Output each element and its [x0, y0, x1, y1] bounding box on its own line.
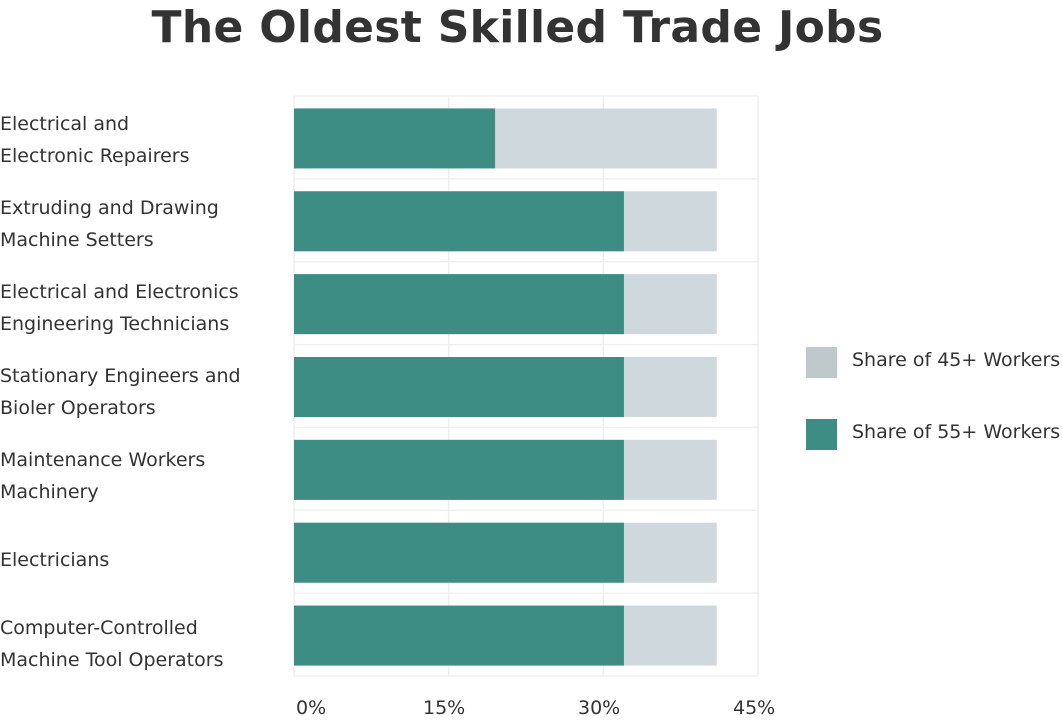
- chart-title: The Oldest Skilled Trade Jobs: [151, 2, 884, 53]
- category-label: Electricians: [0, 549, 110, 571]
- category-label: Maintenance Workers Machinery: [0, 449, 206, 503]
- legend-label: Share of 55+ Workers: [852, 421, 1061, 443]
- x-tick-label: 15%: [423, 697, 466, 719]
- bar-share-55plus: [294, 439, 624, 500]
- legend-swatch-55plus: [806, 419, 837, 450]
- category-label: Computer-Controlled Machine Tool Operato…: [0, 617, 224, 671]
- category-label: Electrical and Electronic Repairers: [0, 113, 190, 167]
- bar-share-55plus: [294, 522, 624, 583]
- bar-share-55plus: [294, 274, 624, 335]
- x-tick-label: 0%: [296, 697, 327, 719]
- category-label: Stationary Engineers and Bioler Operator…: [0, 365, 241, 419]
- bar-share-55plus: [294, 605, 624, 666]
- legend-label: Share of 45+ Workers: [852, 349, 1061, 371]
- bar-share-55plus: [294, 191, 624, 252]
- x-tick-label: 45%: [733, 697, 776, 719]
- x-tick-label: 30%: [578, 697, 621, 719]
- category-label: Extruding and Drawing Machine Setters: [0, 197, 219, 251]
- category-label: Electrical and Electronics Engineering T…: [0, 281, 239, 335]
- bar-share-55plus: [294, 357, 624, 417]
- bar-share-55plus: [294, 108, 496, 169]
- legend-swatch-45plus: [806, 347, 837, 378]
